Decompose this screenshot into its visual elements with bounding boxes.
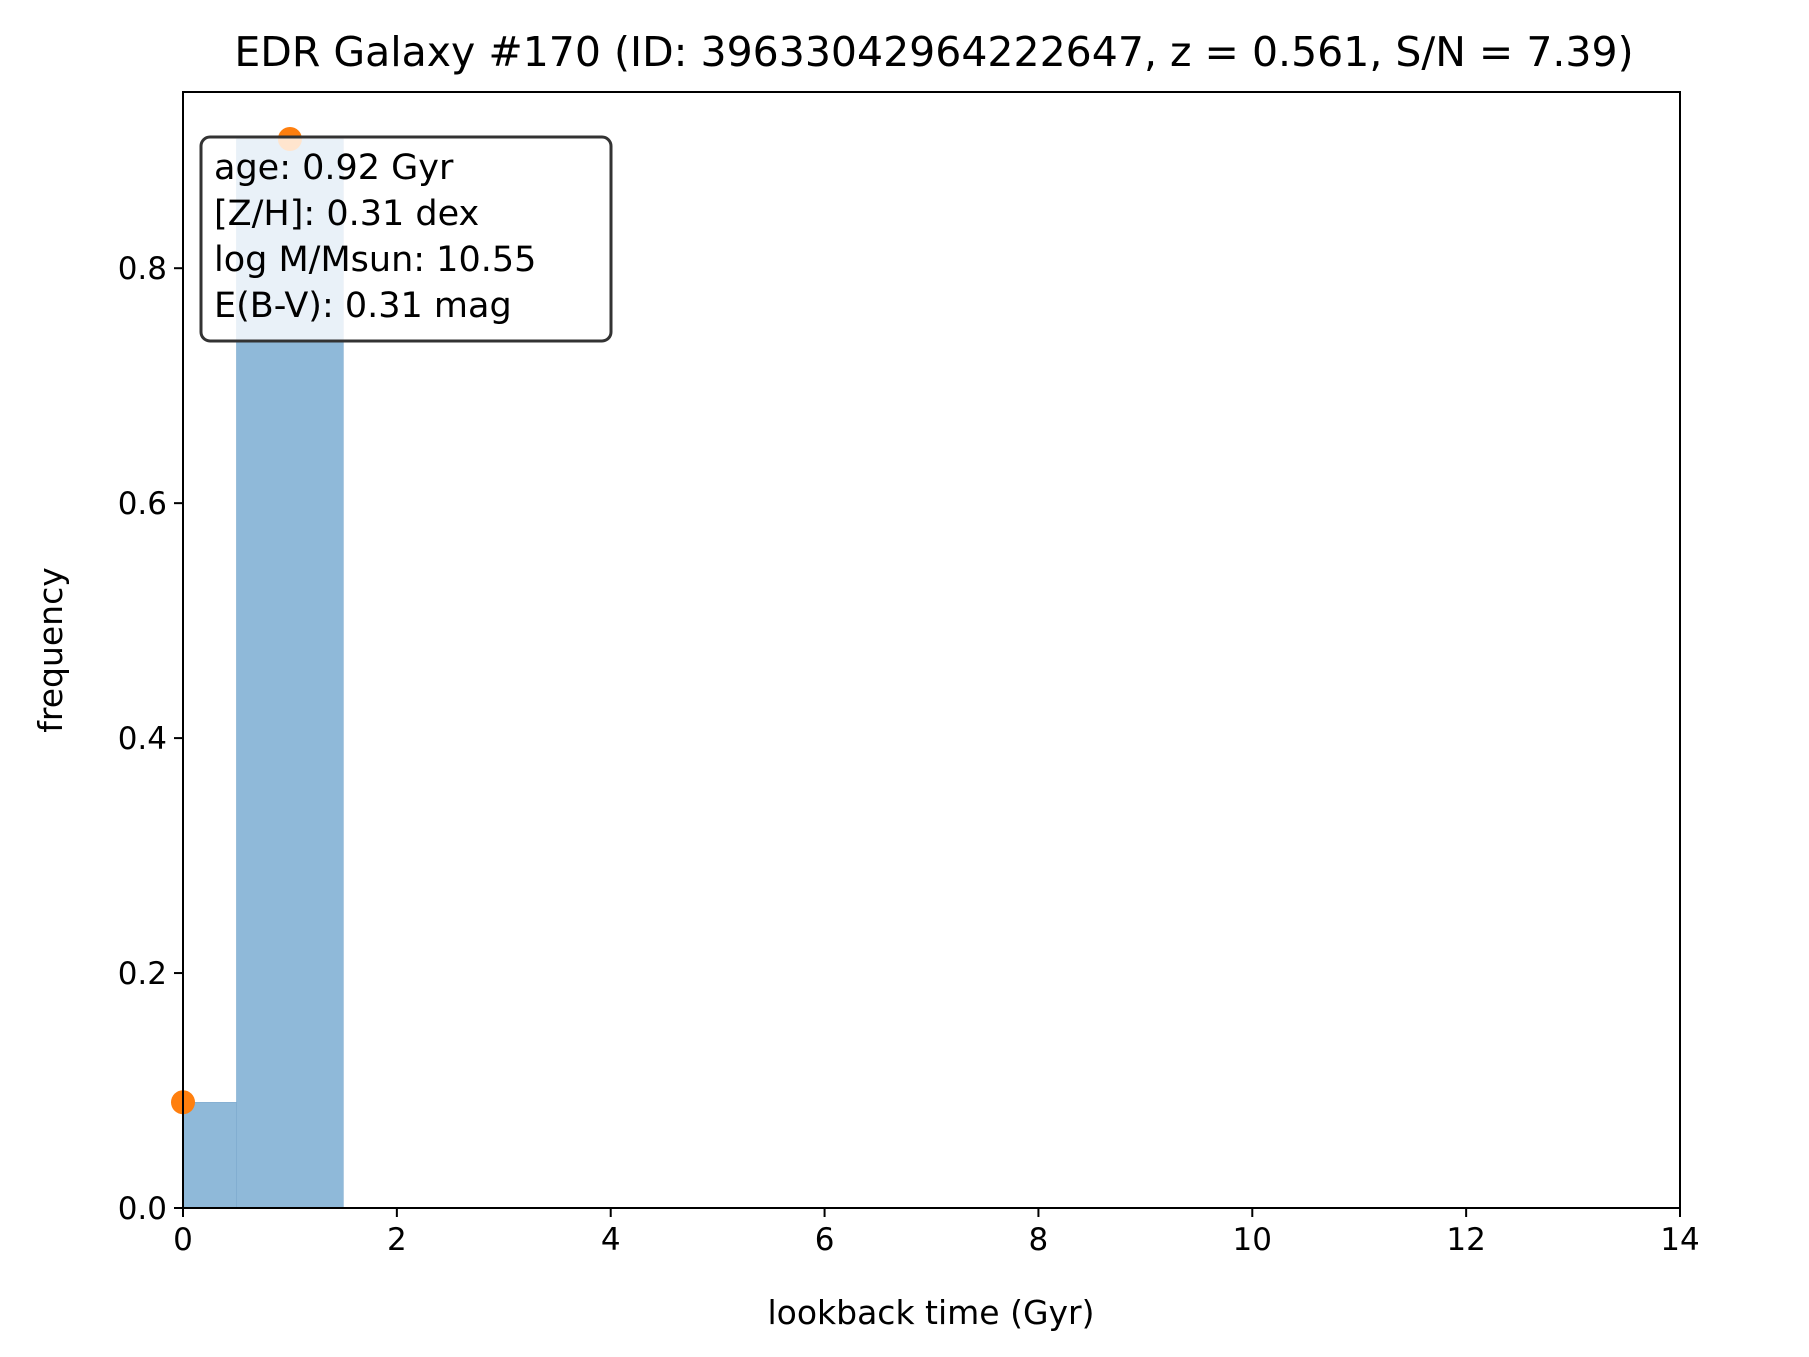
annotation-extinction: E(B-V): 0.31 mag [214, 286, 512, 326]
histogram-bar-0 [182, 1102, 237, 1209]
x-tick-label-5: 10 [1233, 1222, 1272, 1258]
y-ticks: 0.0 0.2 0.4 0.6 0.8 [118, 251, 183, 1227]
y-tick-label-1: 0.2 [118, 956, 167, 992]
x-tick-label-0: 0 [173, 1222, 193, 1258]
x-tick-label-2: 4 [601, 1222, 621, 1258]
x-tick-label-1: 2 [387, 1222, 407, 1258]
y-axis-label: frequency [31, 567, 70, 733]
x-tick-label-3: 6 [815, 1222, 835, 1258]
annotation-mass: log M/Msun: 10.55 [214, 240, 536, 280]
annotation-box: age: 0.92 Gyr [Z/H]: 0.31 dex log M/Msun… [199, 135, 613, 343]
x-tick-label-7: 14 [1660, 1222, 1699, 1258]
chart-title: EDR Galaxy #170 (ID: 39633042964222647, … [234, 28, 1633, 76]
plot-frame [182, 91, 1681, 1209]
x-tick-label-4: 8 [1029, 1222, 1049, 1258]
x-tick-label-6: 12 [1446, 1222, 1485, 1258]
y-tick-label-3: 0.6 [118, 486, 167, 522]
y-tick-label-0: 0.0 [118, 1191, 167, 1227]
x-ticks: 0 2 4 6 8 10 12 14 [173, 1208, 1700, 1258]
y-tick-label-2: 0.4 [118, 721, 167, 757]
annotation-metallicity: [Z/H]: 0.31 dex [214, 194, 479, 234]
x-axis-label: lookback time (Gyr) [767, 1293, 1094, 1332]
y-tick-label-4: 0.8 [118, 251, 167, 287]
annotation-age: age: 0.92 Gyr [214, 148, 454, 188]
annotation-box-frame [199, 135, 613, 343]
